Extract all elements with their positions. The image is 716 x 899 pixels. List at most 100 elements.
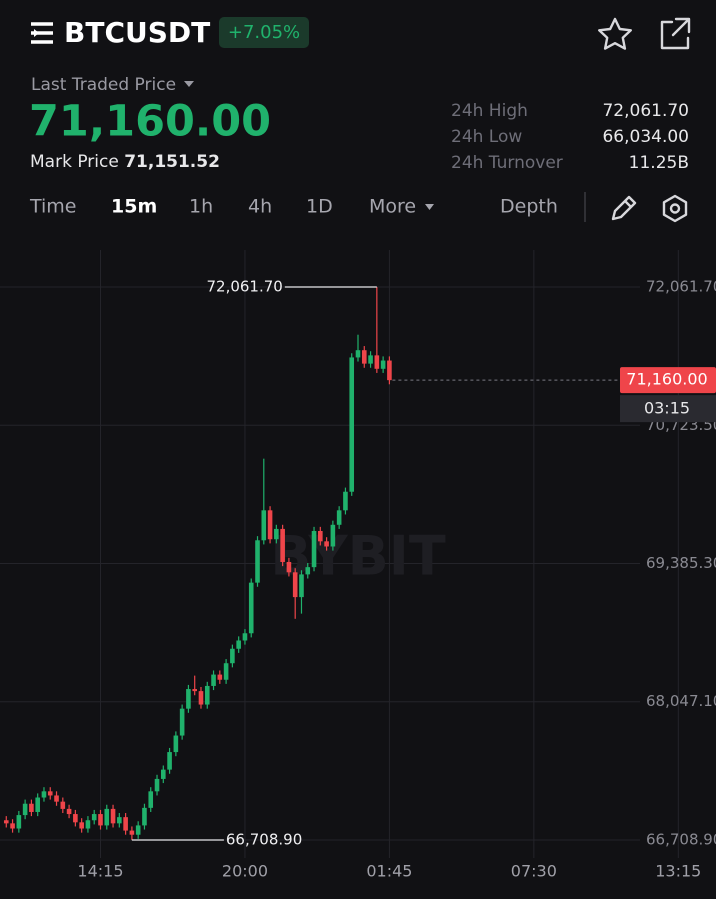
interval-tabs: Time 15m 1h 4h 1D More bbox=[29, 196, 416, 218]
y-tick-label: 68,047.10 bbox=[646, 692, 716, 710]
stat-value: 11.25B bbox=[629, 153, 689, 173]
candle-body bbox=[223, 663, 229, 680]
candle-body bbox=[336, 510, 342, 525]
stat-value: 72,061.70 bbox=[602, 101, 689, 121]
stat-value: 66,034.00 bbox=[602, 127, 689, 147]
candle-body bbox=[380, 360, 386, 369]
candle-body bbox=[98, 814, 103, 826]
candle-body bbox=[47, 791, 53, 796]
candle-body bbox=[286, 561, 292, 573]
share-icon[interactable] bbox=[660, 17, 691, 50]
countdown-box bbox=[620, 395, 716, 423]
tab[interactable]: 1h bbox=[189, 196, 213, 218]
candle-body bbox=[167, 752, 172, 770]
price-tag-label: 71,160.00 bbox=[626, 370, 707, 389]
x-tick-label: 13:15 bbox=[655, 862, 701, 881]
candle-body bbox=[274, 528, 279, 540]
tab[interactable]: 1D bbox=[306, 196, 333, 218]
candle-body bbox=[66, 808, 72, 815]
candle-body bbox=[54, 795, 59, 802]
candle-body bbox=[368, 355, 373, 364]
candle-body bbox=[204, 685, 210, 705]
last-price-label[interactable]: Last Traded Price bbox=[31, 75, 176, 95]
candle-body bbox=[198, 691, 204, 705]
candle-body bbox=[173, 735, 179, 753]
menu-icon[interactable] bbox=[31, 22, 53, 44]
stats: 24h High 72,061.70 24h Low 66,034.00 24h Tur… bbox=[451, 101, 689, 173]
candle-body bbox=[73, 814, 78, 823]
candle-body bbox=[60, 801, 66, 809]
candle-body bbox=[104, 808, 110, 826]
candle-body bbox=[299, 574, 304, 598]
candle-body bbox=[129, 830, 135, 835]
candle-body bbox=[361, 350, 367, 364]
y-tick-label: 72,061.70 bbox=[646, 278, 716, 296]
change-badge bbox=[219, 17, 309, 48]
candle-body bbox=[330, 524, 336, 547]
favorite-icon[interactable] bbox=[598, 17, 632, 50]
candle-body bbox=[91, 814, 97, 821]
candle-body bbox=[242, 633, 248, 641]
last-price: 71,160.00 bbox=[29, 97, 271, 147]
candle-body bbox=[236, 640, 241, 649]
candle-body bbox=[117, 817, 122, 824]
max-label: 72,061.70 bbox=[206, 278, 282, 296]
tab[interactable]: More bbox=[369, 196, 416, 218]
dropdown-arrow bbox=[184, 81, 194, 87]
more-arrow bbox=[425, 204, 434, 210]
x-tick-label: 14:15 bbox=[77, 862, 123, 881]
y-tick-label: 66,708.90 bbox=[646, 830, 716, 848]
candle-body bbox=[324, 541, 329, 547]
candle-body bbox=[179, 708, 185, 736]
x-tick-label: 07:30 bbox=[511, 862, 557, 881]
candle-body bbox=[343, 491, 348, 511]
settings-icon[interactable] bbox=[662, 194, 688, 223]
candle-body bbox=[29, 803, 34, 812]
candle-body bbox=[135, 825, 141, 835]
candle-body bbox=[10, 823, 15, 829]
candle-body bbox=[292, 572, 298, 598]
candle-body bbox=[387, 360, 392, 381]
candle-body bbox=[305, 567, 311, 575]
candle-body bbox=[349, 357, 355, 492]
stat-label: 24h Low bbox=[451, 127, 522, 147]
candle-body bbox=[35, 797, 40, 812]
candle-body bbox=[217, 674, 223, 680]
candle-body bbox=[3, 820, 9, 824]
tab[interactable]: 4h bbox=[248, 196, 272, 218]
mark-price-label: Mark Price bbox=[30, 152, 119, 172]
candle-body bbox=[154, 778, 160, 792]
candle-body bbox=[267, 510, 273, 540]
candle-body bbox=[355, 350, 361, 358]
candle-body bbox=[318, 530, 323, 542]
candle-body bbox=[255, 540, 260, 583]
symbol[interactable]: BTCUSDT bbox=[64, 16, 210, 49]
candle-body bbox=[22, 803, 28, 816]
candle-body bbox=[192, 689, 198, 692]
menu-arrow bbox=[34, 29, 39, 37]
candle-body bbox=[211, 674, 216, 686]
countdown: 03:15 bbox=[644, 399, 690, 418]
candle-body bbox=[142, 807, 147, 826]
candle-body bbox=[374, 355, 380, 369]
candle-body bbox=[16, 815, 22, 829]
tab[interactable]: Time bbox=[29, 196, 77, 218]
candle-body bbox=[148, 791, 154, 808]
candle-body bbox=[261, 510, 267, 541]
x-tick-label: 01:45 bbox=[366, 862, 412, 881]
mark-price-row: Mark Price 71,151.52 bbox=[30, 152, 220, 172]
candle-body bbox=[85, 820, 91, 829]
candle-body bbox=[230, 648, 235, 664]
depth-tab[interactable]: Depth bbox=[500, 196, 558, 218]
candle-body bbox=[280, 528, 285, 562]
tab[interactable]: 15m bbox=[111, 196, 157, 218]
candle-body bbox=[110, 808, 116, 824]
candle-body bbox=[311, 530, 317, 568]
candle-body bbox=[41, 791, 47, 798]
candle-body bbox=[160, 769, 166, 779]
y-tick-label: 69,385.30 bbox=[646, 554, 716, 572]
draw-icon[interactable] bbox=[611, 195, 637, 221]
candle-body bbox=[248, 582, 254, 634]
change: +7.05% bbox=[228, 22, 300, 43]
